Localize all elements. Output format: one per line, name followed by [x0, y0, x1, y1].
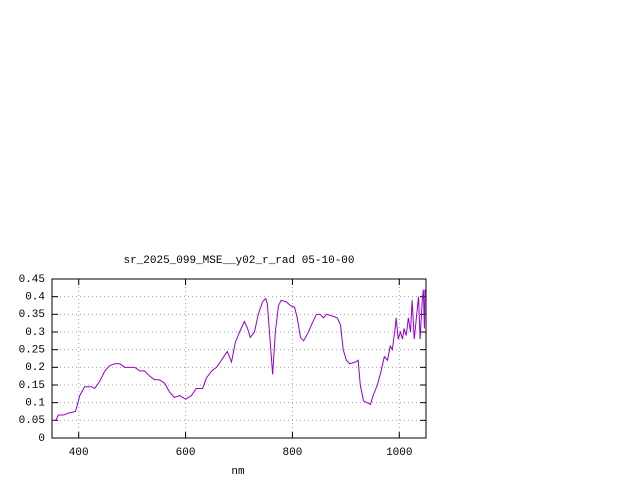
- x-tick-label: 1000: [386, 447, 412, 459]
- y-tick-label: 0.4: [25, 292, 45, 304]
- x-tick-label: 600: [176, 447, 196, 459]
- y-tick-label: 0.05: [19, 415, 45, 427]
- y-tick-label: 0.2: [25, 362, 45, 374]
- x-axis-label: nm: [231, 466, 245, 478]
- y-tick-label: 0.25: [19, 345, 45, 357]
- y-tick-label: 0.35: [19, 309, 45, 321]
- plot-frame: [51, 278, 427, 439]
- x-tick-label: 800: [283, 447, 303, 459]
- y-tick-label: 0.15: [19, 380, 45, 392]
- x-tick-label: 400: [69, 447, 89, 459]
- y-tick-label: 0.1: [25, 398, 45, 410]
- y-tick-label: 0: [38, 433, 45, 445]
- y-tick-label: 0.3: [25, 327, 45, 339]
- chart-title: sr_2025_099_MSE__y02_r_rad 05-10-00: [123, 255, 354, 267]
- data-line: [52, 289, 426, 421]
- y-tick-label: 0.45: [19, 274, 45, 286]
